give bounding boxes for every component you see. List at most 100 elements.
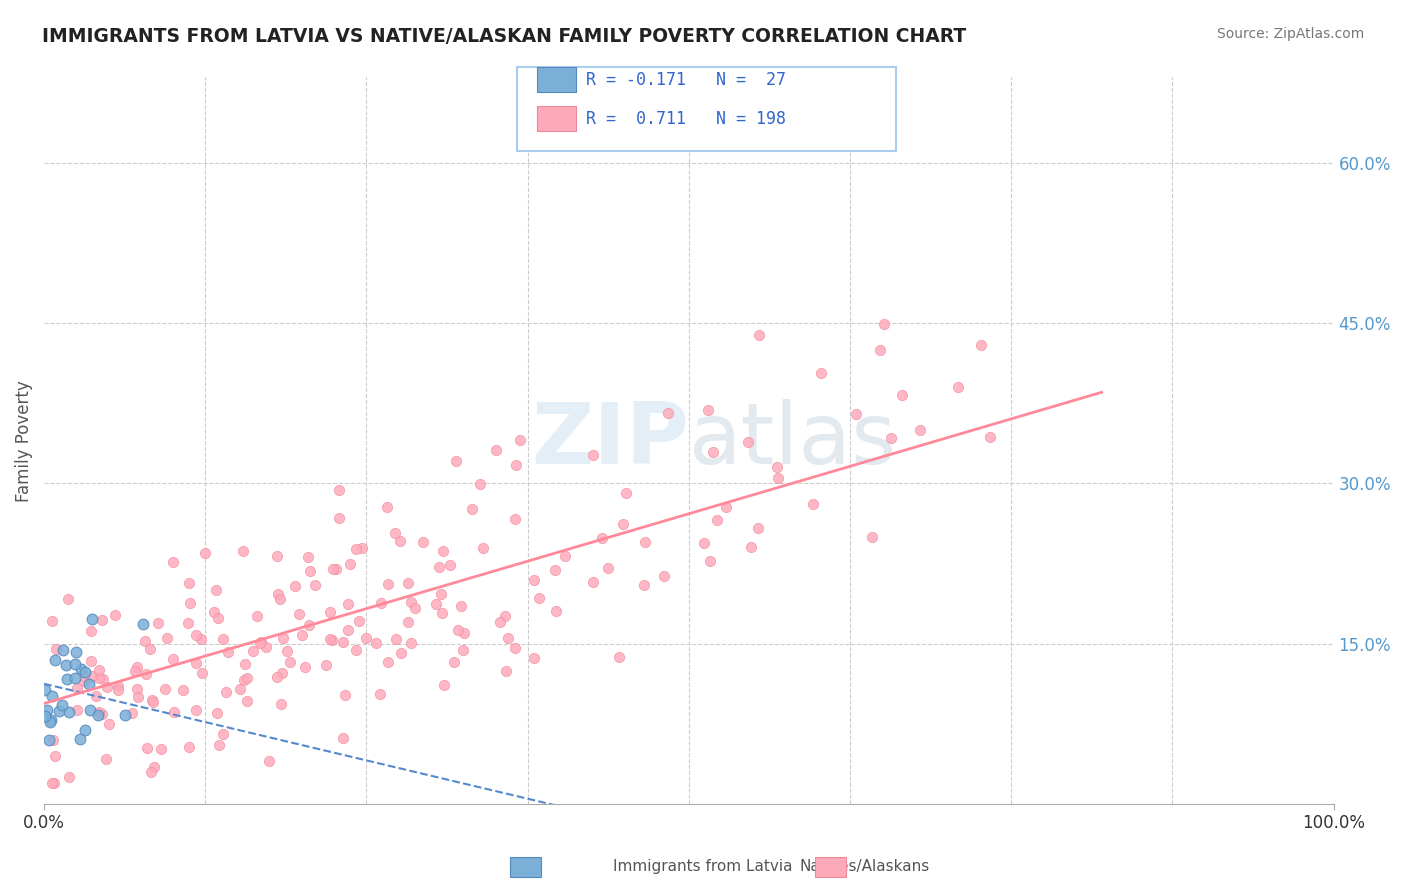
Point [471, 541, 494, 555]
Point [364, 636, 387, 650]
Point [89, 671, 111, 685]
Point [880, 431, 903, 445]
Point [249, 636, 271, 650]
Point [77, 677, 100, 691]
Point [63, 671, 86, 685]
Point [269, 591, 291, 606]
Point [73, 668, 96, 682]
Point [114, 708, 136, 723]
Point [190, 632, 212, 646]
Point [322, 561, 344, 575]
Point [217, 645, 239, 659]
Point [73, 665, 96, 679]
Point [90, 613, 112, 627]
Point [121, 706, 143, 721]
Point [495, 665, 517, 679]
Point [55, 658, 77, 673]
Point [737, 435, 759, 450]
Point [276, 644, 298, 658]
Point [450, 599, 472, 613]
Point [107, 679, 129, 693]
Point [439, 558, 461, 573]
Point [333, 689, 356, 703]
Point [162, 652, 184, 666]
Point [44, 748, 66, 763]
Point [315, 657, 337, 672]
Point [139, 642, 162, 657]
Point [82, 668, 104, 682]
Text: ZIP: ZIP [531, 400, 689, 483]
Point [127, 681, 149, 696]
Point [39, 715, 62, 730]
Point [179, 596, 201, 610]
Point [104, 608, 127, 623]
Point [271, 632, 294, 646]
Point [267, 587, 290, 601]
Point [706, 513, 728, 527]
Point [44, 775, 66, 789]
Text: Immigrants from Latvia: Immigrants from Latvia [613, 859, 793, 874]
Point [202, 605, 225, 619]
Point [236, 671, 259, 685]
Point [38, 732, 60, 747]
Point [399, 636, 422, 650]
Point [257, 754, 280, 768]
Point [66, 703, 89, 717]
Point [328, 511, 350, 525]
Point [298, 564, 321, 578]
Point [297, 550, 319, 565]
Point [288, 607, 311, 621]
Point [94, 752, 117, 766]
Point [35, 703, 58, 717]
Text: R =  0.711   N = 198: R = 0.711 N = 198 [586, 110, 786, 128]
Point [250, 635, 273, 649]
Point [84, 690, 107, 704]
Point [58, 706, 80, 720]
Point [163, 705, 186, 719]
Point [215, 685, 238, 699]
Point [494, 609, 516, 624]
Point [34, 708, 56, 723]
Y-axis label: Family Poverty: Family Poverty [15, 380, 32, 501]
Point [509, 433, 531, 447]
Point [172, 683, 194, 698]
Point [375, 500, 398, 514]
Point [657, 407, 679, 421]
Point [612, 517, 634, 532]
Point [127, 659, 149, 673]
Point [404, 600, 426, 615]
Point [194, 546, 217, 560]
Point [979, 430, 1001, 444]
Point [80, 612, 103, 626]
Point [451, 643, 474, 657]
Point [291, 628, 314, 642]
Point [443, 655, 465, 669]
Point [453, 626, 475, 640]
Point [45, 642, 67, 657]
Point [98, 717, 121, 731]
Point [66, 681, 89, 695]
Point [970, 338, 993, 352]
Point [69, 731, 91, 746]
Point [186, 657, 208, 671]
Point [184, 628, 207, 642]
Point [51, 698, 73, 712]
Point [141, 693, 163, 707]
Point [398, 615, 420, 629]
Point [34, 683, 56, 698]
Point [652, 569, 675, 583]
Point [337, 623, 360, 637]
Point [544, 563, 567, 577]
Point [242, 644, 264, 658]
Point [184, 703, 207, 717]
Point [208, 738, 231, 752]
Point [748, 328, 770, 343]
Point [149, 742, 172, 756]
Point [70, 662, 93, 676]
Point [142, 695, 165, 709]
Text: R = -0.171   N =  27: R = -0.171 N = 27 [586, 71, 786, 89]
Point [205, 706, 228, 720]
Point [891, 388, 914, 402]
Point [332, 731, 354, 745]
Point [389, 646, 412, 660]
